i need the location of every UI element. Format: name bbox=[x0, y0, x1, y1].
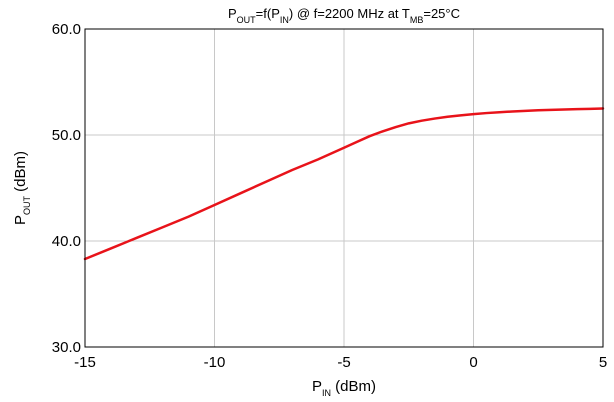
x-tick-label: 0 bbox=[469, 354, 477, 371]
plot-series bbox=[83, 107, 605, 261]
x-axis-label: PIN (dBm) bbox=[312, 378, 376, 398]
y-tick-label: 60.0 bbox=[52, 21, 81, 38]
y-tick-label: 40.0 bbox=[52, 233, 81, 250]
x-tick-labels: -15 -10 -5 0 5 bbox=[74, 354, 607, 371]
x-tick-label: -10 bbox=[204, 354, 226, 371]
x-tick-label: 5 bbox=[599, 354, 607, 371]
x-tick-label: -15 bbox=[74, 354, 96, 371]
y-tick-labels: 30.0 40.0 50.0 60.0 bbox=[52, 21, 81, 356]
y-tick-label: 30.0 bbox=[52, 339, 81, 356]
chart-title: POUT=f(PIN) @ f=2200 MHz at TMB=25°C bbox=[228, 6, 460, 25]
y-tick-label: 50.0 bbox=[52, 127, 81, 144]
y-axis-label: POUT (dBm) bbox=[12, 151, 32, 225]
gridlines bbox=[85, 29, 603, 347]
series-line bbox=[83, 107, 605, 261]
plot-frame bbox=[84, 28, 604, 348]
x-tick-label: -5 bbox=[337, 354, 350, 371]
